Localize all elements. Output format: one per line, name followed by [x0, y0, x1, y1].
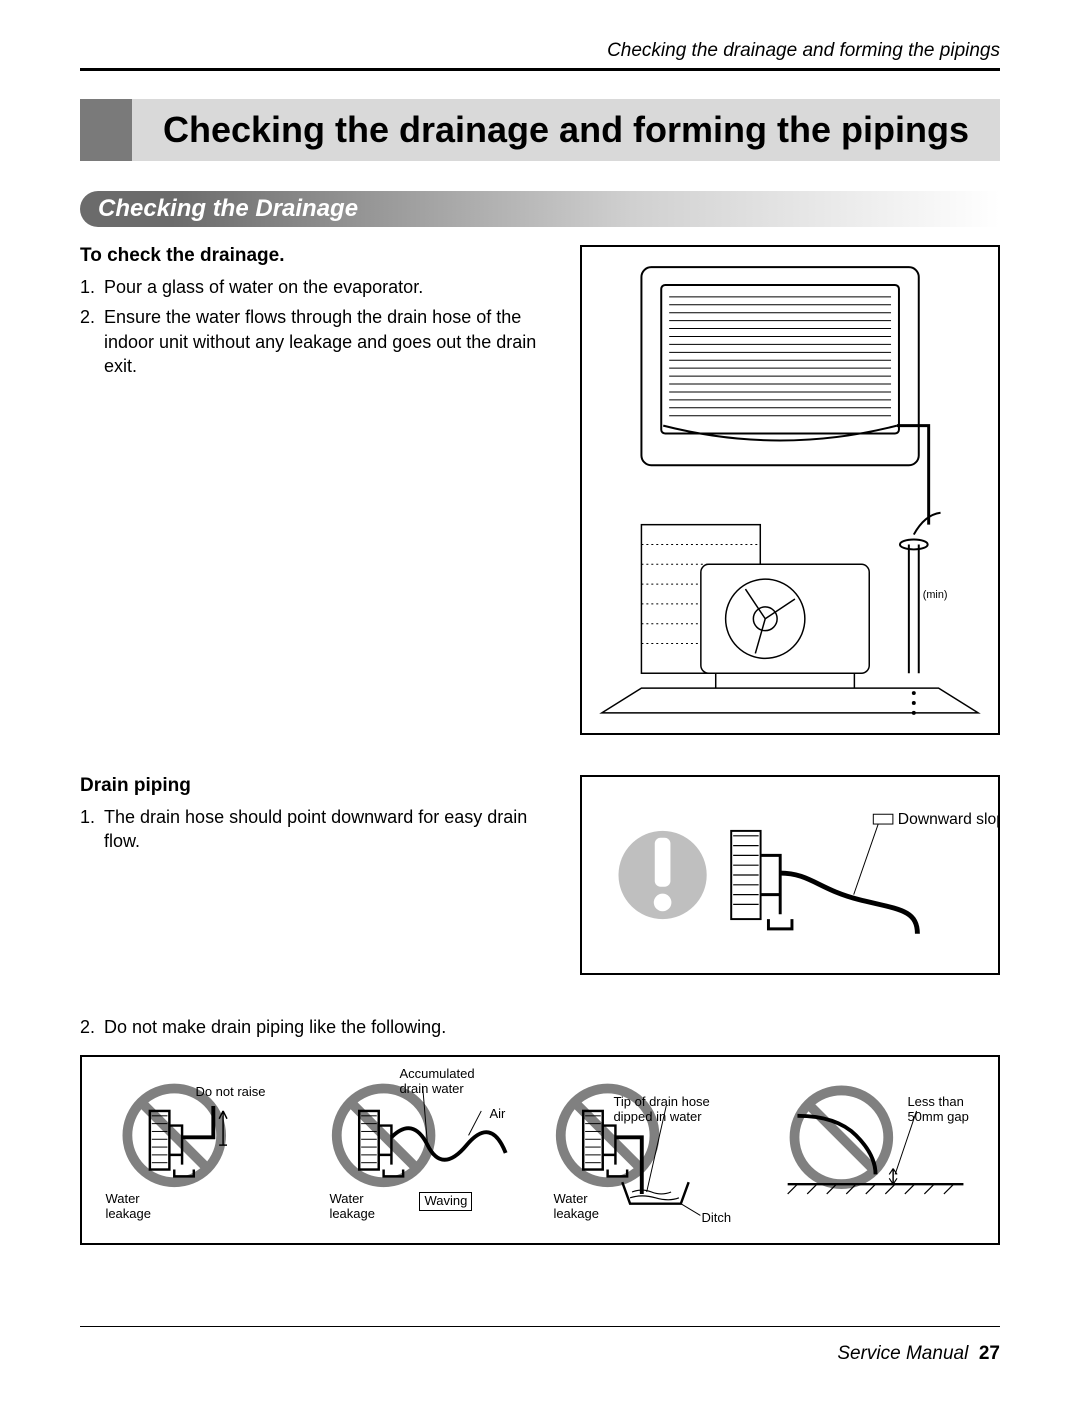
running-header: Checking the drainage and forming the pi… — [80, 40, 1000, 71]
page-number: 27 — [979, 1343, 1000, 1364]
drain-piping-step2: 2.Do not make drain piping like the foll… — [80, 1015, 1000, 1039]
subhead-check-drainage: To check the drainage. — [80, 245, 550, 267]
figure-bad-examples: Do not raise Water leakage — [80, 1055, 1000, 1245]
caption-waving-box: Waving — [419, 1192, 472, 1210]
section-header: Checking the Drainage — [80, 191, 1000, 227]
check-drainage-steps: 1.Pour a glass of water on the evaporato… — [80, 275, 550, 378]
footer-rule — [80, 1326, 1000, 1327]
caption-do-not-raise: Do not raise — [195, 1085, 265, 1099]
footer: Service Manual 27 — [837, 1343, 1000, 1365]
caption-accumulated: Accumulated drain water — [399, 1067, 474, 1096]
title-bar: Checking the drainage and forming the pi… — [80, 99, 1000, 161]
drain-piping-steps: 1.The drain hose should point downward f… — [80, 805, 550, 854]
caption-water-leakage: Water leakage — [105, 1192, 151, 1221]
subhead-drain-piping: Drain piping — [80, 775, 550, 797]
step-text: Pour a glass of water on the evaporator. — [104, 275, 423, 299]
caption-air: Air — [489, 1107, 505, 1121]
bad-example-gap: Less than 50mm gap — [777, 1067, 974, 1233]
step-number: 2. — [80, 1015, 104, 1039]
section-label: Checking the Drainage — [80, 191, 1000, 227]
downward-slope-label: Downward slope — [898, 811, 998, 828]
page-title: Checking the drainage and forming the pi… — [132, 99, 1000, 161]
figure-indoor-outdoor-unit: (min) — [580, 245, 1000, 735]
bad-example-raise: Do not raise Water leakage — [105, 1067, 302, 1233]
step-number: 2. — [80, 305, 104, 378]
bad-example-dipped: Tip of drain hose dipped in water Water … — [553, 1067, 750, 1233]
title-square-icon — [80, 99, 132, 161]
step-number: 1. — [80, 275, 104, 299]
caption-tip-dipped: Tip of drain hose dipped in water — [613, 1095, 709, 1124]
caption-water-leakage: Water leakage — [553, 1192, 599, 1221]
caption-water-leakage: Water leakage — [329, 1192, 375, 1221]
footer-label: Service Manual — [837, 1343, 968, 1364]
caption-ditch: Ditch — [701, 1211, 731, 1225]
step-text: Ensure the water flows through the drain… — [104, 305, 550, 378]
svg-text:(min): (min) — [923, 589, 948, 601]
caption-50mm-gap: Less than 50mm gap — [907, 1095, 968, 1124]
step-number: 1. — [80, 805, 104, 854]
step-text: Do not make drain piping like the follow… — [104, 1015, 446, 1039]
bad-example-waving: Accumulated drain water Air Water leakag… — [329, 1067, 526, 1233]
figure-downward-slope: Downward slope — [580, 775, 1000, 975]
step-text: The drain hose should point downward for… — [104, 805, 550, 854]
